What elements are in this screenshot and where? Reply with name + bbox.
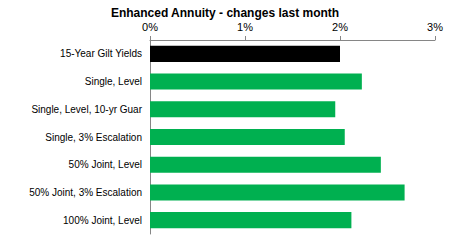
svg-text:Single, Level: Single, Level [85,76,142,87]
svg-text:Enhanced Annuity - changes las: Enhanced Annuity - changes last month [111,6,339,20]
svg-text:Single, 3% Escalation: Single, 3% Escalation [45,132,142,143]
svg-text:100% Joint, Level: 100% Joint, Level [63,215,142,226]
svg-text:Single, Level, 10-yr Guar: Single, Level, 10-yr Guar [31,104,142,115]
svg-text:2%: 2% [332,21,348,33]
svg-text:3%: 3% [427,21,443,33]
svg-text:50% Joint, Level: 50% Joint, Level [69,159,142,170]
svg-text:50% Joint, 3% Escalation: 50% Joint, 3% Escalation [29,187,142,198]
svg-text:15-Year Gilt Yields: 15-Year Gilt Yields [60,48,142,59]
svg-text:0%: 0% [142,21,158,33]
svg-text:1%: 1% [237,21,253,33]
